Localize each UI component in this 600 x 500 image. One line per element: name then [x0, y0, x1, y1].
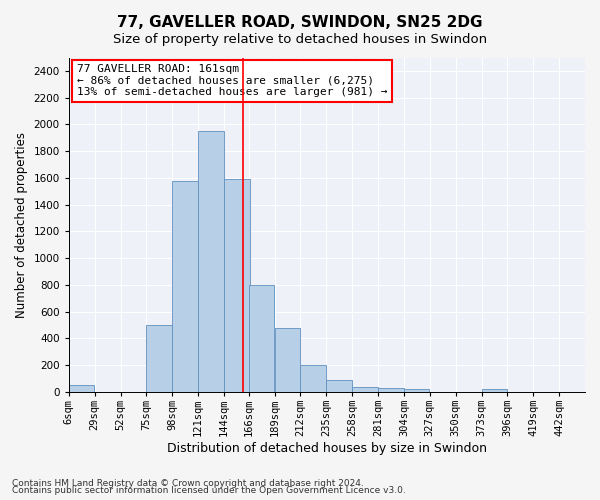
Text: Contains HM Land Registry data © Crown copyright and database right 2024.: Contains HM Land Registry data © Crown c… — [12, 478, 364, 488]
Text: 77, GAVELLER ROAD, SWINDON, SN25 2DG: 77, GAVELLER ROAD, SWINDON, SN25 2DG — [117, 15, 483, 30]
Bar — [249, 285, 274, 392]
Bar — [198, 131, 224, 392]
Bar — [275, 328, 300, 392]
Text: 77 GAVELLER ROAD: 161sqm
← 86% of detached houses are smaller (6,275)
13% of sem: 77 GAVELLER ROAD: 161sqm ← 86% of detach… — [77, 64, 387, 98]
X-axis label: Distribution of detached houses by size in Swindon: Distribution of detached houses by size … — [167, 442, 487, 455]
Y-axis label: Number of detached properties: Number of detached properties — [15, 132, 28, 318]
Bar — [69, 386, 94, 392]
Bar — [482, 390, 507, 392]
Bar — [352, 386, 378, 392]
Bar — [146, 325, 172, 392]
Bar — [301, 365, 326, 392]
Bar — [378, 388, 404, 392]
Bar — [224, 180, 250, 392]
Bar — [172, 180, 198, 392]
Bar — [326, 380, 352, 392]
Text: Contains public sector information licensed under the Open Government Licence v3: Contains public sector information licen… — [12, 486, 406, 495]
Text: Size of property relative to detached houses in Swindon: Size of property relative to detached ho… — [113, 32, 487, 46]
Bar — [404, 390, 430, 392]
